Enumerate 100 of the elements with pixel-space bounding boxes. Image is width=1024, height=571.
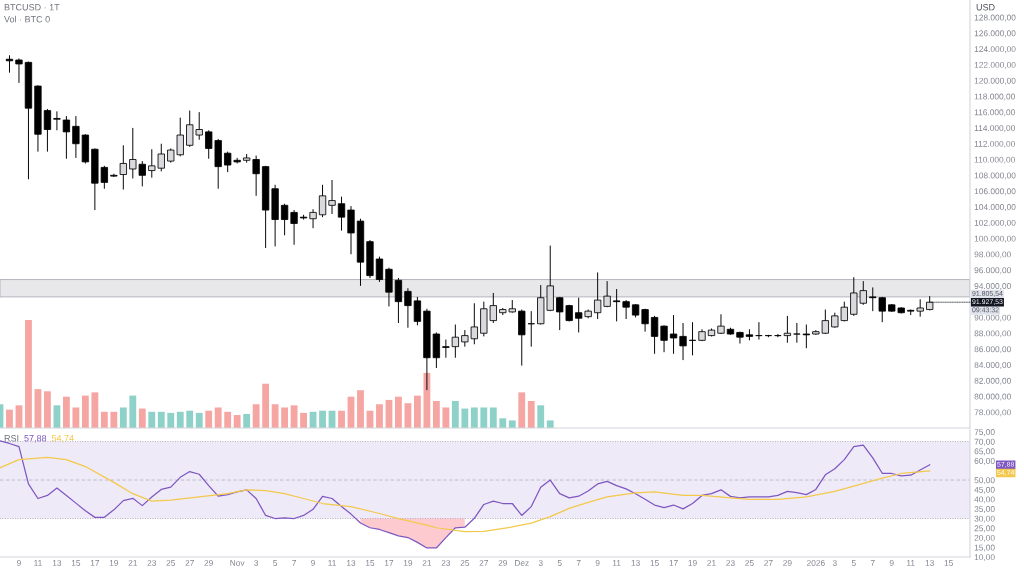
line-series	[0, 456, 931, 533]
y-tick-label: 84.000,00	[974, 362, 1011, 369]
bar	[138, 408, 146, 428]
bar	[233, 415, 241, 428]
bar	[243, 413, 251, 428]
bar	[186, 410, 194, 428]
x-tick-label: 15	[944, 560, 953, 566]
x-tick-label: 19	[109, 560, 119, 566]
x-tick-label: 27	[479, 560, 489, 566]
bar	[271, 404, 279, 428]
chart-title: BTCUSD · 1T	[4, 4, 60, 11]
bar	[100, 411, 108, 428]
x-tick-label: 21	[128, 560, 138, 566]
candlestick	[280, 203, 289, 236]
annotation: 57,88	[24, 435, 47, 443]
x-tick-label: 2026	[806, 560, 825, 566]
bar	[442, 407, 450, 428]
candlestick	[385, 267, 393, 307]
y-tick-label: 112.000,00	[974, 140, 1015, 148]
y-tick-label: 30,00	[974, 515, 995, 523]
candlestick	[337, 196, 346, 232]
x-tick-label: Dez	[515, 560, 529, 566]
bar	[508, 420, 516, 428]
x-tick-label: 5	[557, 560, 562, 566]
candlestick	[394, 277, 403, 324]
y-tick-label: 118.000,00	[974, 93, 1015, 101]
candlestick	[309, 208, 317, 229]
candlestick	[413, 296, 422, 326]
x-tick-label: 27	[764, 560, 773, 566]
y-tick-label: 108.000,00	[974, 172, 1016, 180]
x-tick-label: 7	[292, 560, 296, 566]
bar	[157, 411, 165, 428]
y-tick-label: 10,00	[974, 554, 995, 562]
bar	[81, 395, 89, 428]
y-tick-label: 60,00	[974, 457, 995, 465]
x-tick-label: 25	[166, 560, 176, 566]
bar	[205, 410, 213, 428]
bar	[423, 372, 431, 428]
y-axis-title: USD	[976, 4, 995, 11]
x-tick-label: 21	[422, 560, 432, 566]
x-tick-label: 5	[851, 560, 856, 566]
y-tick-label: 82.000,00	[974, 377, 1011, 385]
bar	[176, 411, 184, 428]
y-tick-label: 35,00	[974, 506, 995, 513]
y-tick-label: 80.000,00	[974, 393, 1011, 401]
bar	[195, 412, 203, 428]
x-tick-label: 3	[254, 560, 259, 566]
candlestick	[404, 287, 412, 329]
chart-title: Vol · BTC 0	[4, 15, 50, 23]
candlestick	[43, 108, 52, 153]
x-tick-label: 11	[34, 560, 42, 566]
y-tick-label: 45,00	[974, 486, 995, 494]
bar	[537, 405, 545, 428]
bar	[25, 320, 32, 428]
bar	[527, 401, 535, 428]
x-tick-label: 17	[90, 560, 100, 566]
x-tick-label: 13	[52, 560, 62, 566]
x-tick-label: 13	[347, 560, 356, 566]
bar	[319, 410, 326, 428]
x-tick-label: 15	[365, 560, 375, 566]
candlestick	[72, 115, 80, 159]
x-tick-label: Nov	[230, 560, 245, 566]
x-tick-label: 13	[631, 560, 640, 566]
bar	[72, 407, 80, 428]
x-tick-label: 15	[650, 560, 659, 566]
bar	[44, 391, 51, 428]
y-tick-label: 128.000,00	[974, 14, 1016, 22]
y-tick-label: 106.000,00	[974, 188, 1016, 196]
y-tick-label: 70,00	[974, 438, 995, 446]
x-tick-label: 9	[595, 560, 600, 566]
x-tick-label: 7	[870, 560, 875, 566]
annotation: 54,74	[51, 435, 74, 443]
bar	[300, 412, 307, 428]
y-tick-label: 124.000,00	[974, 46, 1016, 54]
x-tick-label: 29	[498, 560, 508, 566]
y-tick-label: 122.000,00	[974, 61, 1016, 69]
x-tick-label: 13	[925, 560, 934, 566]
x-tick-label: 17	[384, 560, 394, 566]
bar	[91, 392, 99, 428]
candlestick	[679, 322, 687, 361]
y-tick-label: 120.000,00	[974, 77, 1016, 85]
bar	[214, 407, 222, 428]
y-tick-label: 98.000,00	[974, 251, 1011, 259]
bar	[470, 407, 478, 428]
bar	[224, 411, 232, 428]
y-tick-label: 100.000,00	[974, 235, 1016, 243]
candlestick	[650, 315, 659, 355]
x-tick-label: 23	[441, 560, 451, 566]
bar	[357, 390, 364, 428]
bar	[167, 412, 175, 428]
y-tick-label: 65,00	[974, 448, 995, 456]
bar	[413, 395, 421, 428]
y-tick-label: 116.000,00	[974, 109, 1015, 117]
candlestick	[62, 115, 71, 160]
bar	[546, 420, 554, 428]
x-tick-label: 23	[147, 560, 157, 566]
y-tick-label: 114.000,00	[974, 125, 1015, 133]
x-tick-label: 5	[273, 560, 278, 566]
bar	[395, 396, 402, 428]
candlestick	[347, 205, 355, 255]
